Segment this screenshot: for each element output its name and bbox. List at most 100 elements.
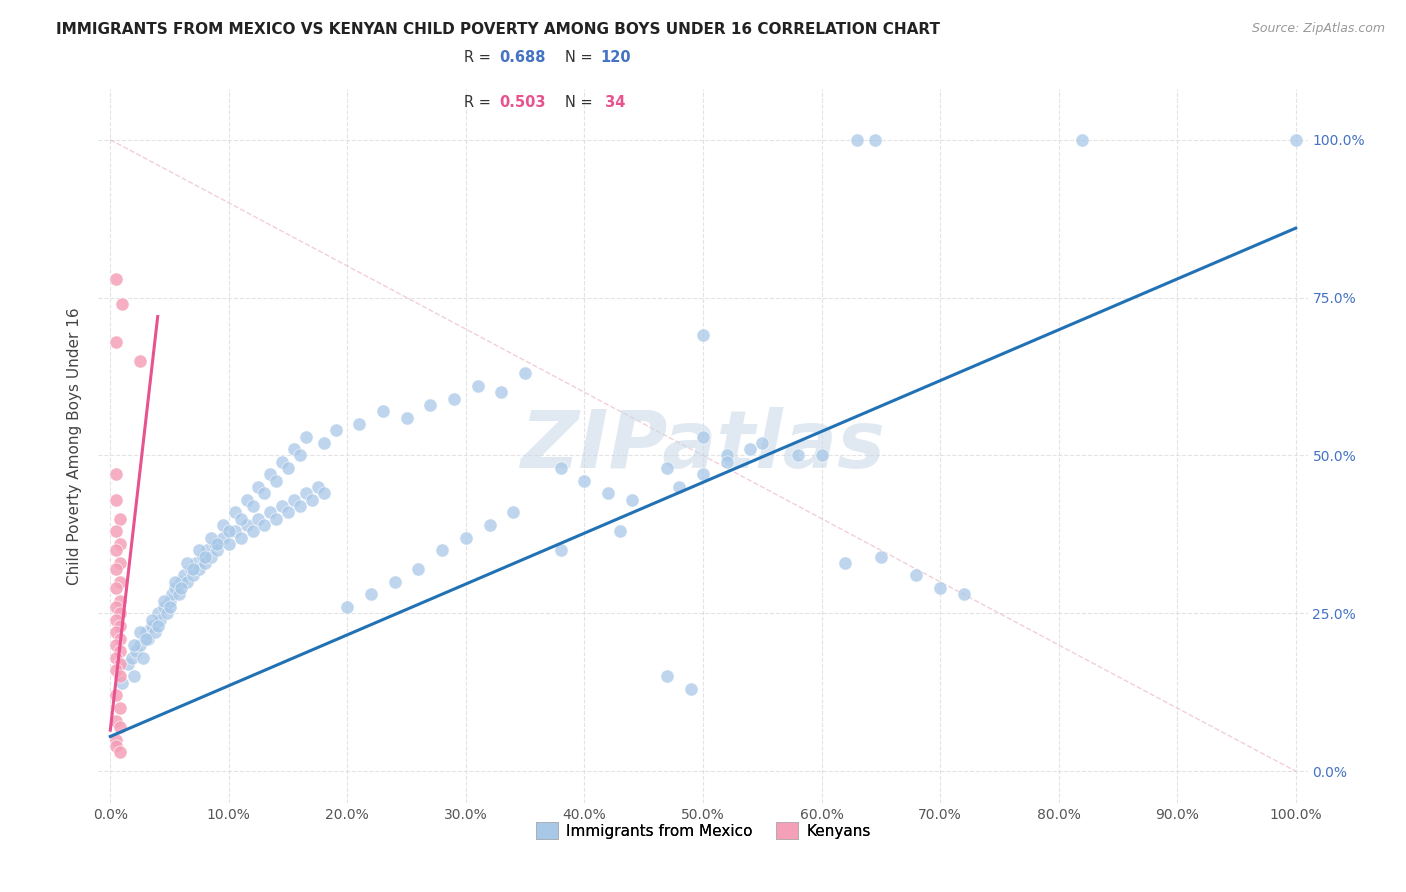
- Point: [905, 568, 928, 582]
- Point: [929, 581, 952, 595]
- Point: [184, 556, 207, 570]
- Point: [810, 449, 832, 463]
- Point: [117, 657, 139, 671]
- Point: [105, 581, 128, 595]
- Point: [141, 613, 163, 627]
- Point: [105, 650, 128, 665]
- Point: [247, 511, 270, 525]
- Text: N =: N =: [565, 51, 598, 65]
- Point: [229, 511, 252, 525]
- Point: [259, 467, 281, 482]
- Point: [550, 461, 572, 475]
- Point: [863, 133, 886, 147]
- Point: [312, 435, 335, 450]
- Point: [952, 587, 974, 601]
- Point: [502, 505, 524, 519]
- Point: [200, 549, 222, 564]
- Point: [108, 537, 131, 551]
- Point: [235, 517, 257, 532]
- Point: [105, 689, 128, 703]
- Point: [105, 714, 128, 728]
- Point: [108, 669, 131, 683]
- Point: [105, 739, 128, 753]
- Point: [692, 467, 714, 482]
- Point: [325, 423, 347, 437]
- Point: [478, 517, 501, 532]
- Point: [105, 543, 128, 558]
- Point: [443, 392, 465, 406]
- Point: [204, 537, 226, 551]
- Point: [384, 574, 406, 589]
- Point: [740, 442, 762, 457]
- Point: [371, 404, 394, 418]
- Text: 120: 120: [600, 51, 631, 65]
- Text: 0.503: 0.503: [499, 95, 546, 110]
- Y-axis label: Child Poverty Among Boys Under 16: Child Poverty Among Boys Under 16: [67, 307, 83, 585]
- Point: [419, 398, 441, 412]
- Point: [218, 524, 240, 539]
- Point: [224, 505, 246, 519]
- Point: [200, 531, 222, 545]
- Point: [491, 385, 513, 400]
- Point: [167, 587, 190, 601]
- Point: [692, 328, 714, 343]
- Point: [253, 486, 276, 500]
- Point: [609, 524, 631, 539]
- Point: [108, 593, 131, 607]
- Point: [108, 632, 131, 646]
- Point: [136, 632, 159, 646]
- Point: [312, 486, 335, 500]
- Point: [271, 499, 294, 513]
- Point: [188, 562, 211, 576]
- Point: [108, 720, 131, 734]
- Point: [108, 607, 131, 621]
- Point: [277, 505, 299, 519]
- Point: [515, 367, 537, 381]
- Point: [105, 334, 128, 349]
- Point: [105, 492, 128, 507]
- Point: [165, 581, 187, 595]
- Point: [657, 461, 679, 475]
- Point: [869, 549, 891, 564]
- Text: ZIPatlas: ZIPatlas: [520, 407, 886, 485]
- Point: [135, 632, 157, 646]
- Point: [176, 556, 198, 570]
- Legend: Immigrants from Mexico, Kenyans: Immigrants from Mexico, Kenyans: [530, 816, 876, 845]
- Point: [129, 625, 152, 640]
- Point: [105, 524, 128, 539]
- Point: [277, 461, 299, 475]
- Text: R =: R =: [464, 95, 495, 110]
- Point: [395, 410, 418, 425]
- Point: [283, 492, 305, 507]
- Point: [212, 531, 235, 545]
- Text: 0.688: 0.688: [499, 51, 546, 65]
- Point: [271, 455, 294, 469]
- Point: [1285, 133, 1308, 147]
- Point: [288, 499, 311, 513]
- Point: [834, 556, 856, 570]
- Point: [336, 600, 359, 615]
- Point: [108, 644, 131, 658]
- Point: [751, 435, 773, 450]
- Point: [194, 556, 217, 570]
- Point: [550, 543, 572, 558]
- Point: [283, 442, 305, 457]
- Point: [194, 549, 217, 564]
- Point: [212, 517, 235, 532]
- Point: [467, 379, 489, 393]
- Point: [152, 593, 174, 607]
- Point: [454, 531, 477, 545]
- Point: [143, 625, 166, 640]
- Point: [259, 505, 281, 519]
- Point: [846, 133, 869, 147]
- Point: [105, 625, 128, 640]
- Point: [657, 669, 679, 683]
- Point: [224, 524, 246, 539]
- Point: [176, 574, 198, 589]
- Point: [170, 581, 193, 595]
- Point: [716, 449, 738, 463]
- Point: [108, 556, 131, 570]
- Point: [264, 511, 287, 525]
- Point: [408, 562, 430, 576]
- Point: [105, 600, 128, 615]
